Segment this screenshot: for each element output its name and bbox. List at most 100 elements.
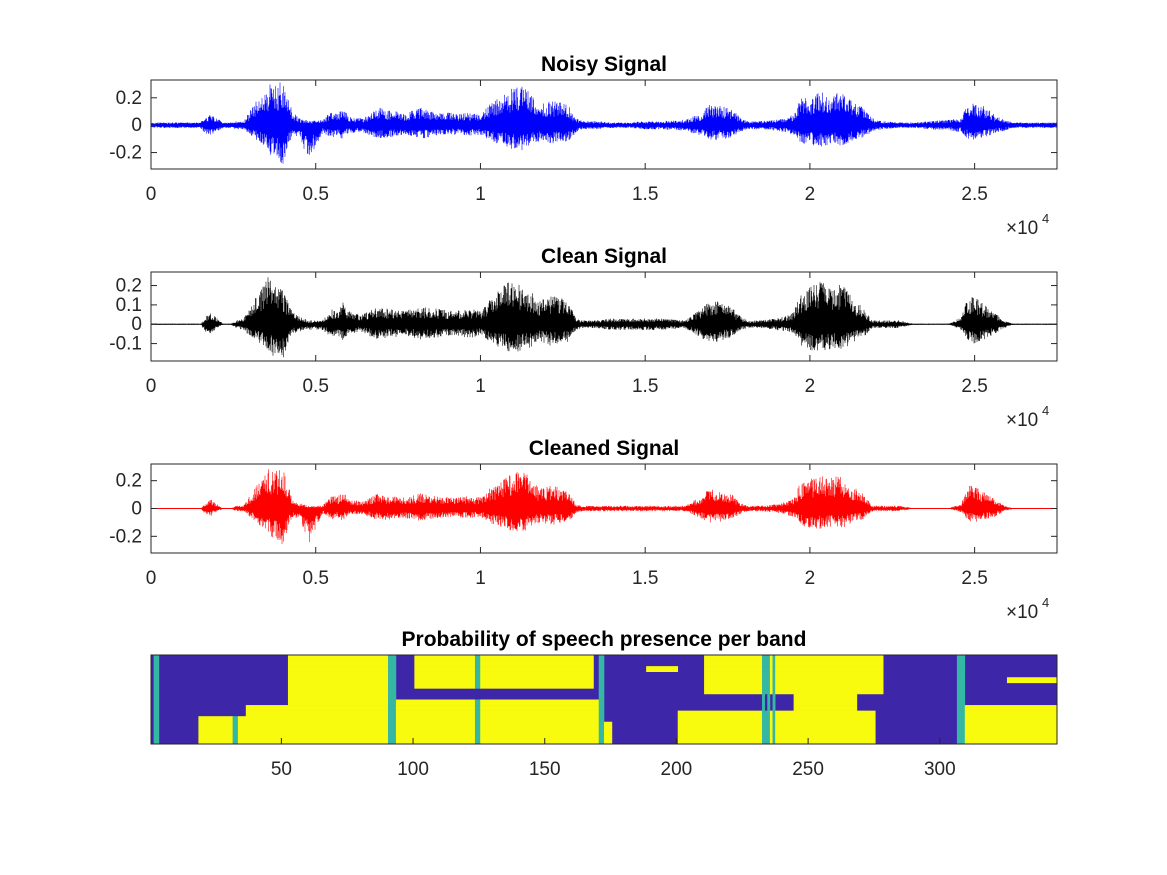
heatmap-cell [772, 655, 776, 661]
heatmap-cell [287, 699, 389, 706]
speech-probability-heatmap [151, 655, 1058, 745]
heatmap-cell [480, 660, 594, 667]
heatmap-cell [775, 716, 876, 723]
heatmap-cell [964, 716, 1058, 723]
heatmap-cell [598, 727, 605, 734]
y-tick-label: -0.1 [109, 334, 142, 355]
heatmap-cell [153, 660, 160, 667]
x-exponent-base: ×10 [1006, 410, 1038, 431]
heatmap-cell [956, 693, 966, 700]
x-tick-label: 150 [529, 759, 561, 780]
heatmap-cell [153, 655, 160, 661]
heatmap-cell [480, 738, 600, 745]
clean-signal-y-tick-labels: 0.2 0.1 0 -0.1 [109, 276, 142, 355]
heatmap-cell [762, 699, 765, 706]
heatmap-cell [237, 721, 389, 728]
subplot-cleaned-signal: Cleaned Signal 0 0.5 1 1.5 2 2.5 0.2 0 -… [109, 437, 1058, 623]
subplot-noisy-signal: Noisy Signal 0 0.5 1 1.5 2 2.5 0.2 0 -0.… [109, 53, 1058, 239]
heatmap-cell [153, 699, 160, 706]
heatmap-cell [598, 677, 605, 684]
noisy-signal-title: Noisy Signal [541, 53, 667, 76]
heatmap-cell [793, 699, 858, 706]
heatmap-cell [388, 699, 397, 706]
heatmap-cell [704, 655, 763, 661]
heatmap-cell [762, 660, 771, 667]
heatmap-cell [480, 721, 600, 728]
heatmap-cell [232, 716, 239, 723]
x-tick-label: 2 [805, 184, 816, 205]
heatmap-cell [772, 660, 776, 667]
heatmap-cell [598, 671, 605, 678]
heatmap-cell [388, 738, 397, 745]
heatmap-cell [772, 677, 776, 684]
heatmap-cell [762, 655, 771, 661]
heatmap-cell [414, 682, 476, 689]
heatmap-cell [769, 710, 773, 717]
heatmap-cell [480, 716, 600, 723]
heatmap-cell [232, 721, 239, 728]
heatmap-cell [956, 710, 966, 717]
heatmap-cell [245, 705, 389, 711]
heatmap-cell [388, 671, 397, 678]
heatmap-cell [769, 721, 773, 728]
heatmap-cell [237, 732, 389, 739]
heatmap-cell [769, 655, 773, 661]
heatmap-cell [153, 693, 160, 700]
heatmap-cell [232, 738, 239, 745]
heatmap-cell [287, 688, 389, 695]
heatmap-cell [474, 682, 481, 689]
heatmap-cell [480, 666, 594, 672]
heatmap-cell [762, 705, 765, 711]
heatmap-cell [677, 710, 763, 717]
heatmap-cell [198, 716, 233, 723]
heatmap-cell [767, 699, 771, 706]
heatmap-cell [480, 705, 600, 711]
heatmap-cell [772, 688, 776, 695]
heatmap-cell [598, 710, 605, 717]
heatmap-cell [769, 666, 773, 672]
heatmap-cell [677, 738, 763, 745]
heatmap-cell [480, 727, 600, 734]
heatmap-cell [604, 738, 613, 745]
heatmap-cell [153, 738, 160, 745]
heatmap-cell [769, 738, 773, 745]
heatmap-cell [474, 716, 481, 723]
y-tick-label: 0 [131, 499, 142, 520]
x-tick-label: 2.5 [961, 568, 987, 589]
heatmap-cell [704, 666, 763, 672]
heatmap-cell [769, 727, 773, 734]
heatmap-cell [198, 727, 233, 734]
heatmap-cell [956, 716, 966, 723]
heatmap-cell [598, 693, 605, 700]
heatmap-cell [153, 677, 160, 684]
heatmap-cell [480, 671, 594, 678]
heatmap-cell [704, 688, 763, 695]
y-tick-label: 0.1 [116, 295, 142, 316]
x-tick-label: 0 [146, 376, 157, 397]
x-exponent-base: ×10 [1006, 602, 1038, 623]
y-tick-label: 0.2 [116, 88, 142, 109]
heatmap-cell [232, 732, 239, 739]
heatmap-cell [245, 710, 389, 717]
clean-signal-ticks [150, 272, 1057, 361]
heatmap-cell [414, 660, 476, 667]
x-exponent-power: 4 [1042, 403, 1049, 418]
clean-signal-waveform [150, 277, 1057, 358]
heatmap-cell [598, 660, 605, 667]
heatmap-cell [775, 677, 884, 684]
heatmap-cell [598, 655, 605, 661]
heatmap-cell [762, 716, 771, 723]
heatmap-cell [287, 655, 389, 661]
heatmap-cell [775, 732, 876, 739]
heatmap-cell [474, 727, 481, 734]
heatmap-cell [775, 660, 884, 667]
heatmap-cell [153, 705, 160, 711]
x-tick-label: 0.5 [302, 568, 328, 589]
heatmap-cell [598, 732, 605, 739]
heatmap-cell [395, 732, 476, 739]
heatmap-cell [769, 688, 773, 695]
heatmap-cell [956, 721, 966, 728]
heatmap-cell [153, 666, 160, 672]
speech-probability-title: Probability of speech presence per band [402, 628, 807, 651]
